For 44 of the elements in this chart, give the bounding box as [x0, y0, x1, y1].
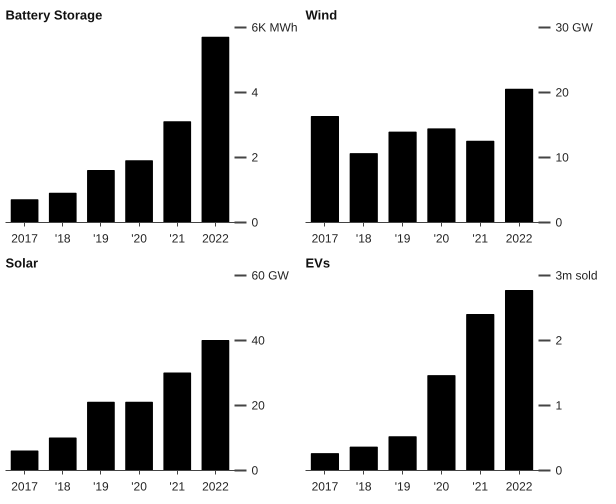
chart-title: Wind [306, 8, 338, 22]
y-tick-label: 30 GW [556, 20, 594, 34]
chart-title: EVs [306, 256, 330, 270]
x-tick-label: '20 [131, 480, 148, 494]
y-tick-label: 60 GW [252, 268, 290, 282]
x-tick-label: '18 [54, 480, 71, 494]
y-tick-label: 0 [252, 216, 258, 230]
x-tick-label: '20 [434, 232, 450, 246]
x-tick-label: '19 [93, 480, 110, 494]
y-tick-label: 3m sold [556, 268, 598, 282]
y-tick-label: 2 [252, 150, 258, 164]
y-tick-label: 2 [556, 334, 562, 348]
y-tick-label: 4 [252, 86, 258, 100]
x-tick-label: 2022 [202, 232, 230, 246]
x-tick-label: 2017 [11, 480, 38, 494]
x-tick-label: '19 [93, 232, 110, 246]
y-tick-label: 0 [556, 216, 562, 230]
y-tick-label: 10 [556, 150, 570, 164]
y-tick-label: 0 [252, 464, 258, 478]
chart-title: Solar [6, 256, 38, 270]
x-tick-label: '18 [356, 480, 372, 494]
x-tick-label: '18 [356, 232, 372, 246]
y-tick-label: 1 [556, 398, 562, 412]
x-tick-label: 2017 [11, 232, 38, 246]
y-tick-label: 0 [556, 464, 562, 478]
x-tick-label: '20 [131, 232, 148, 246]
x-tick-label: '21 [472, 480, 488, 494]
x-tick-label: '20 [434, 480, 450, 494]
chart-title: Battery Storage [6, 8, 102, 22]
x-tick-label: '19 [394, 480, 411, 494]
y-tick-label: 40 [252, 334, 266, 348]
x-tick-label: '19 [394, 232, 411, 246]
y-tick-label: 20 [556, 86, 570, 100]
x-tick-label: '21 [472, 232, 488, 246]
x-tick-label: 2017 [312, 480, 339, 494]
y-tick-label: 20 [252, 398, 266, 412]
x-tick-label: 2022 [202, 480, 230, 494]
x-tick-label: '18 [54, 232, 71, 246]
x-tick-label: '21 [169, 232, 186, 246]
x-tick-label: 2022 [506, 232, 533, 246]
y-tick-label: 6K MWh [252, 20, 298, 34]
x-tick-label: 2017 [312, 232, 339, 246]
x-tick-label: '21 [169, 480, 186, 494]
x-tick-label: 2022 [506, 480, 533, 494]
